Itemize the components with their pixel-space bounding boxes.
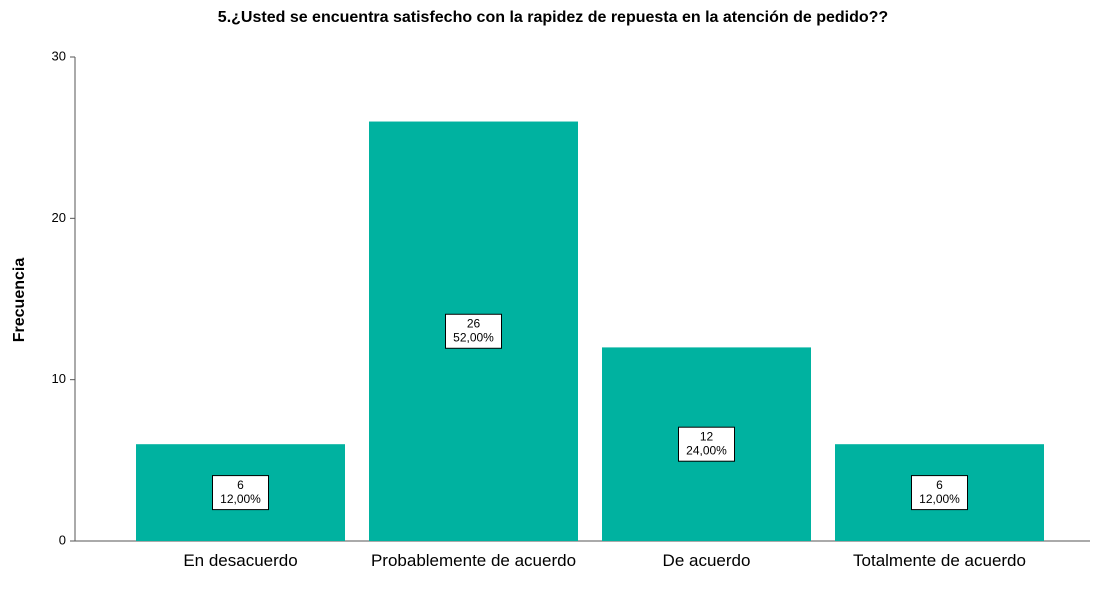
data-label: 12 [700,429,714,443]
data-label-box [212,475,269,511]
data-label-box [445,313,502,349]
x-tick-label: Probablemente de acuerdo [370,551,577,570]
data-label: 6 [936,478,943,492]
percentage-label: 24,00% [686,443,727,457]
chart-title: 5.¿Usted se encuentra satisfecho con la … [218,9,888,26]
data-label-box [911,475,968,511]
x-tick-label: Totalmente de acuerdo [853,551,1026,570]
y-tick-label: 0 [59,532,66,547]
y-tick-label: 10 [52,371,66,386]
y-axis-label: Frecuencia [11,258,28,343]
x-tick-label: De acuerdo [662,551,751,570]
y-tick-label: 30 [52,48,66,63]
data-label: 6 [237,478,244,492]
data-label: 26 [467,316,481,330]
percentage-label: 52,00% [453,330,494,344]
percentage-label: 12,00% [919,492,960,506]
y-tick-label: 20 [52,210,66,225]
percentage-label: 12,00% [220,492,261,506]
data-label-box [678,426,735,462]
x-tick-label: En desacuerdo [183,551,298,570]
